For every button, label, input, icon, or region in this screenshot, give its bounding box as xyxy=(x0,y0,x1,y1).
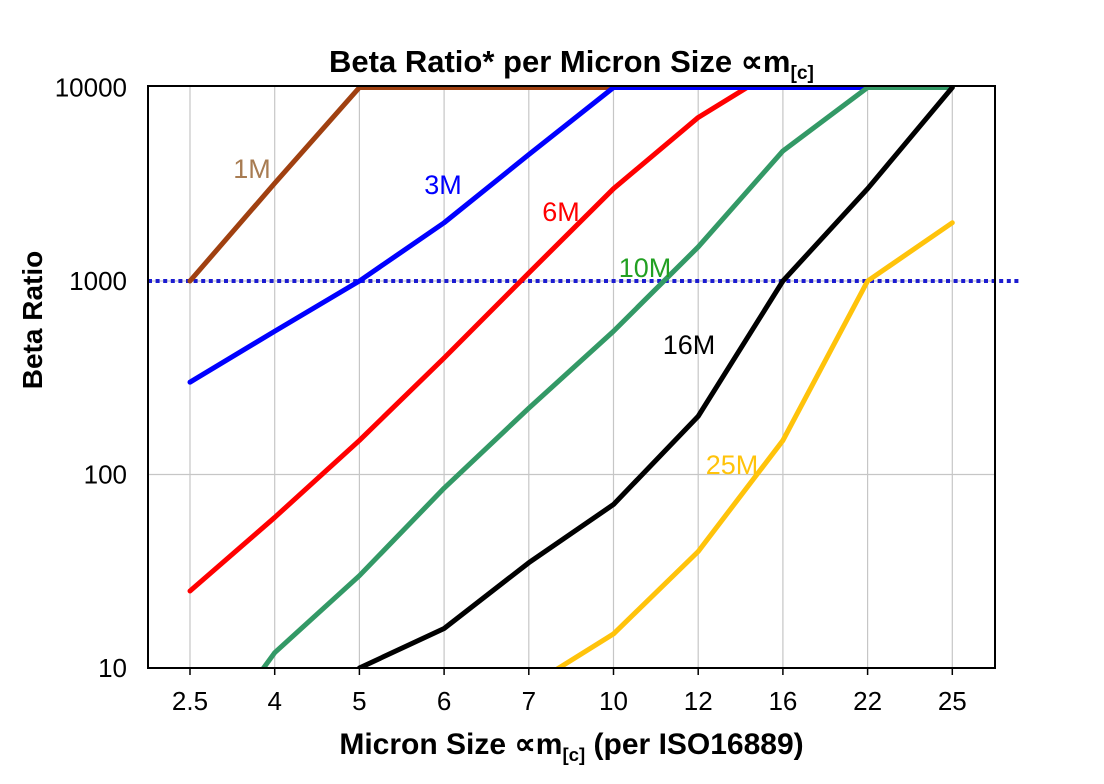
gridlines xyxy=(148,86,995,668)
y-axis-ticks: 10000 1000 100 10 xyxy=(55,73,127,684)
y-tick-label: 100 xyxy=(84,460,127,490)
x-tick-label: 10 xyxy=(599,686,628,716)
x-tick-label: 5 xyxy=(352,686,366,716)
y-tick-label: 10 xyxy=(98,653,127,683)
y-tick-label: 1000 xyxy=(69,266,127,296)
series-line-6M xyxy=(187,86,755,594)
chart-title-text: Beta Ratio* per Micron Size ∝m xyxy=(329,44,791,79)
x-tick-label: 22 xyxy=(853,686,882,716)
x-tick-label: 2.5 xyxy=(172,686,208,716)
chart-title-subscript: [c] xyxy=(790,63,814,85)
x-axis-title-text: Micron Size ∝m xyxy=(339,728,563,761)
chart-title: Beta Ratio* per Micron Size ∝m[c] xyxy=(148,44,995,85)
series-line-25M xyxy=(554,220,955,668)
series-labels: 1M 6M 3M 10M 16M 25M xyxy=(233,154,758,480)
x-tick-label: 12 xyxy=(684,686,713,716)
x-tick-label: 6 xyxy=(437,686,451,716)
series-line-16M xyxy=(356,86,955,668)
x-tick-label: 16 xyxy=(768,686,797,716)
series-line-1M xyxy=(187,86,616,284)
plot-border xyxy=(147,85,996,669)
series-label-6M: 6M xyxy=(542,197,580,227)
series-lines xyxy=(187,86,955,668)
x-axis-title-suffix: (per ISO16889) xyxy=(585,728,804,761)
x-tick-label: 4 xyxy=(267,686,281,716)
series-line-3M xyxy=(187,86,871,385)
series-label-10M: 10M xyxy=(619,253,672,283)
series-label-3M: 3M xyxy=(424,170,462,200)
x-axis-title-subscript: [c] xyxy=(562,744,586,765)
x-axis-title: Micron Size ∝m[c] (per ISO16889) xyxy=(148,727,995,766)
y-tick-label: 10000 xyxy=(55,73,127,103)
x-axis-ticks: 2.5 4 5 6 7 10 12 16 22 25 xyxy=(172,668,967,716)
series-label-1M: 1M xyxy=(233,154,271,184)
series-label-25M: 25M xyxy=(706,450,759,480)
x-tick-label: 7 xyxy=(522,686,536,716)
series-line-10M xyxy=(260,86,955,668)
x-tick-label: 25 xyxy=(938,686,967,716)
series-label-16M: 16M xyxy=(663,330,716,360)
